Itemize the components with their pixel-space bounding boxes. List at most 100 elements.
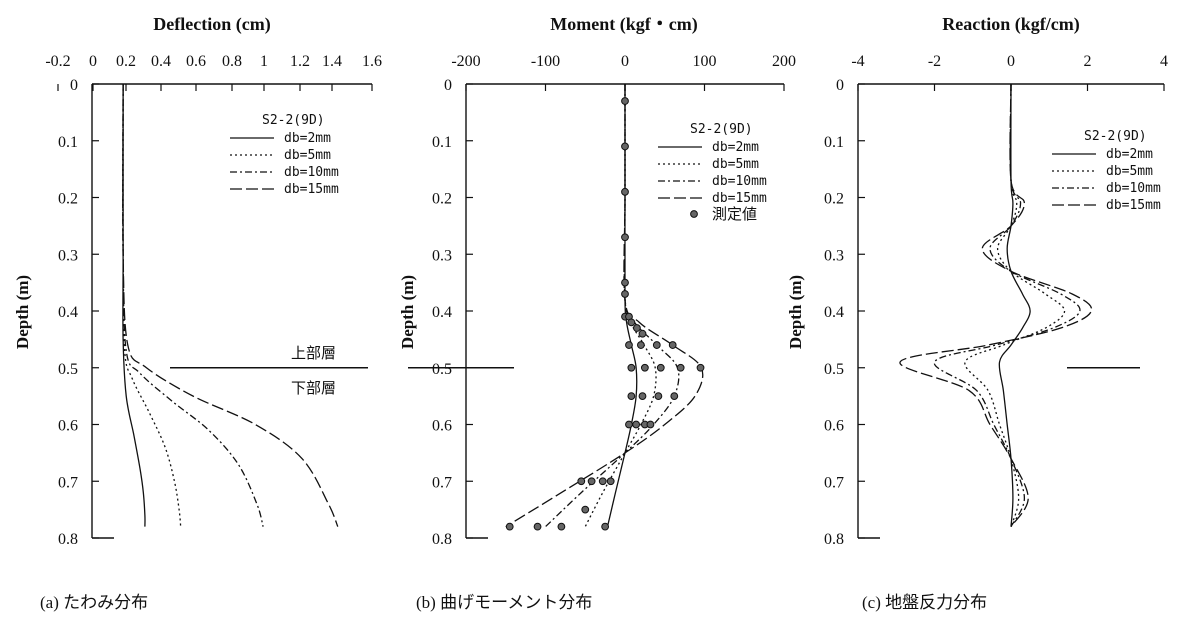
- series-line-db=10mm: [933, 83, 1081, 527]
- y-tick-label: 0.7: [432, 474, 452, 491]
- measured-point: [633, 324, 641, 332]
- legend: S2-2(9D) db=2mm db=5mm db=10mm db=15mm: [230, 113, 339, 197]
- chart-title: Reaction (kgf/cm): [942, 14, 1079, 35]
- y-tick-label: 0: [836, 77, 844, 94]
- legend-entry: db=2mm: [284, 131, 331, 146]
- chart-title: Moment (kgf・cm): [550, 14, 697, 35]
- y-axis-label: Depth (m): [13, 275, 32, 349]
- measured-point: [646, 420, 655, 429]
- measured-point: [601, 522, 610, 531]
- measured-point: [625, 341, 633, 349]
- y-tick-label: 0.3: [58, 247, 78, 264]
- measured-point: [668, 341, 677, 349]
- y-tick-label: 0.8: [58, 531, 78, 548]
- series-line-db=2mm: [122, 84, 146, 527]
- measured-point: [627, 363, 636, 372]
- y-tick-label: 0.5: [58, 361, 78, 378]
- legend-entry: db=15mm: [1106, 198, 1161, 213]
- measured-point: [533, 522, 542, 531]
- measured-point: [587, 477, 596, 486]
- x-tick-label: 0: [89, 53, 97, 70]
- x-tick-label: -2: [928, 53, 941, 70]
- y-tick-label: 0.1: [58, 134, 78, 151]
- x-tick-label: 1.4: [322, 53, 342, 70]
- x-tick-label: 100: [693, 53, 717, 70]
- legend-title: S2-2(9D): [690, 122, 753, 137]
- chart-title: Deflection (cm): [153, 14, 270, 35]
- y-tick-label: 0.6: [824, 418, 844, 435]
- measured-point: [627, 392, 636, 401]
- measured-point: [696, 363, 705, 372]
- series-line-db=2mm: [606, 84, 638, 527]
- chart-panel-3: Reaction (kgf/cm) -4 -2 0 2 4 0 0.1 0.2 0.3 0.4 0.5…: [786, 14, 1168, 612]
- series-line-db=2mm: [998, 83, 1031, 527]
- measured-point: [652, 341, 661, 349]
- x-tick-label: -0.2: [45, 53, 70, 70]
- y-tick-label: 0.2: [58, 191, 78, 208]
- y-tick-label: 0: [444, 77, 452, 94]
- measured-point: [670, 392, 679, 401]
- measured-point: [638, 329, 647, 338]
- y-tick-label: 0.4: [58, 304, 78, 321]
- x-tick-label: 4: [1160, 53, 1168, 70]
- legend-entry: db=10mm: [284, 165, 339, 180]
- legend-entry: db=5mm: [284, 148, 331, 163]
- x-tick-label: 1: [260, 53, 268, 70]
- measured-point: [621, 290, 629, 298]
- y-tick-label: 0.1: [824, 134, 844, 151]
- x-tick-label: 1.2: [290, 53, 310, 70]
- x-tick-label: 2: [1084, 53, 1092, 70]
- y-axis-label: Depth (m): [398, 275, 417, 349]
- y-tick-label: 0.2: [824, 191, 844, 208]
- x-tick-label: 0.6: [186, 53, 206, 70]
- legend-entry: db=2mm: [1106, 147, 1153, 162]
- measured-point: [632, 420, 641, 429]
- x-tick-label: 1.6: [362, 53, 382, 70]
- y-tick-label: 0.4: [824, 304, 844, 321]
- legend-entry: db=10mm: [712, 174, 767, 189]
- measured-point: [627, 318, 636, 327]
- series-line-db=15mm: [505, 84, 704, 528]
- y-tick-label: 0.7: [824, 474, 844, 491]
- upper-layer-label: 上部層: [291, 345, 336, 362]
- y-axis-label: Depth (m): [786, 275, 805, 349]
- legend-entry: db=15mm: [712, 191, 767, 206]
- measured-point: [625, 420, 633, 429]
- series-line-db=10mm: [122, 83, 264, 527]
- y-tick-label: 0.4: [432, 304, 452, 321]
- y-tick-label: 0.6: [432, 418, 452, 435]
- chart-panel-1: Deflection (cm) -0.2 0 0.2 0.4 0.6 0.8 1 1.2 1.4 1…: [13, 14, 382, 612]
- measured-point: [621, 278, 629, 287]
- series-line-db=10mm: [545, 84, 680, 528]
- series-line-db=5mm: [584, 84, 657, 527]
- panel-caption: (c) 地盤反力分布: [862, 593, 987, 612]
- y-tick-label: 0.2: [432, 191, 452, 208]
- chart-panel-2: Moment (kgf・cm) -200 -100 0 100 200 0 0.1 0.2 0.3…: [398, 14, 796, 612]
- measured-point: [577, 477, 586, 486]
- y-tick-label: 0.3: [824, 247, 844, 264]
- y-tick-label: 0.8: [432, 531, 452, 548]
- x-tick-label: 200: [772, 53, 796, 70]
- legend: S2-2(9D) db=2mm db=5mm db=10mm db=15mm: [1052, 129, 1161, 213]
- y-tick-label: 0.7: [58, 474, 78, 491]
- y-tick-label: 0.8: [824, 531, 844, 548]
- x-tick-label: 0.4: [151, 53, 171, 70]
- x-tick-label: -4: [851, 53, 864, 70]
- measured-point: [598, 477, 607, 486]
- legend-entry: db=5mm: [1106, 164, 1153, 179]
- x-tick-label: 0: [1007, 53, 1015, 70]
- lower-layer-label: 下部層: [291, 380, 336, 397]
- series-line-db=15mm: [899, 83, 1093, 528]
- legend-title: S2-2(9D): [1084, 129, 1147, 144]
- measured-point: [621, 142, 629, 151]
- y-tick-label: 0.1: [432, 134, 452, 151]
- measured-point: [621, 97, 629, 105]
- y-tick-label: 0.5: [432, 361, 452, 378]
- x-tick-label: 0: [621, 53, 629, 70]
- measured-point: [621, 233, 629, 242]
- x-tick-label: -200: [451, 53, 480, 70]
- measured-point: [621, 187, 629, 196]
- x-tick-label: 0.2: [116, 53, 136, 70]
- legend-entry: db=10mm: [1106, 181, 1161, 196]
